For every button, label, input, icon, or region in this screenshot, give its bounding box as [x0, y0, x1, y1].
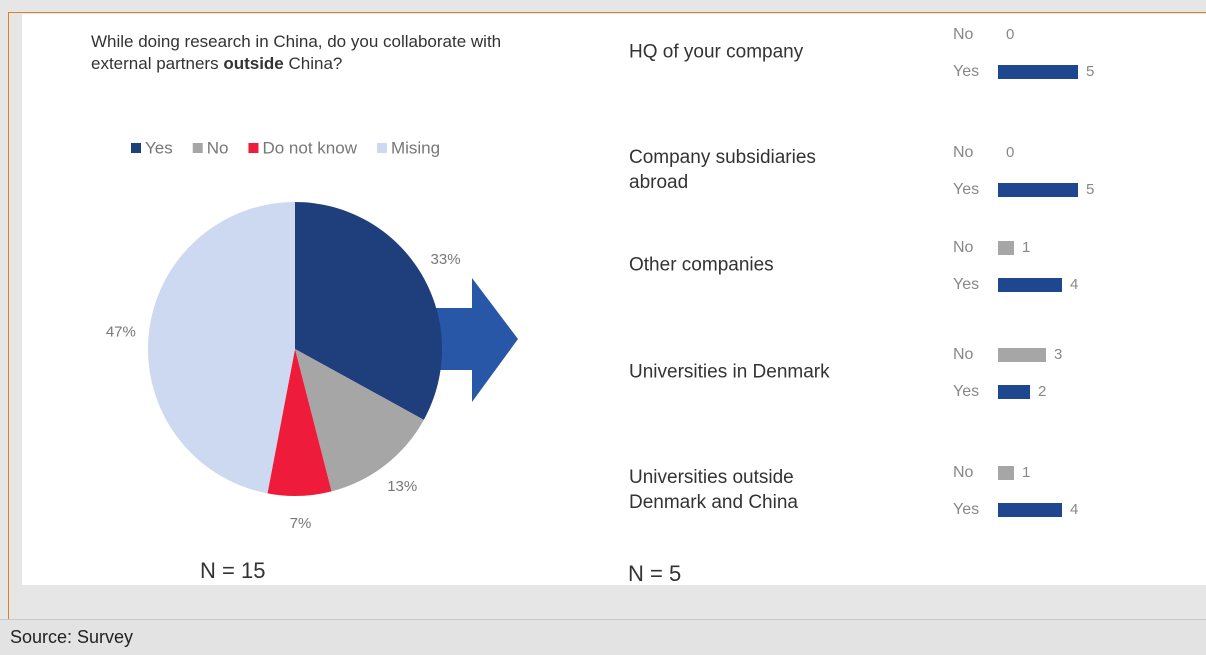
- group-label: HQ of your company: [629, 41, 804, 63]
- source: Source: Survey: [10, 627, 134, 647]
- series-label: No: [953, 464, 974, 481]
- series-label: No: [953, 144, 974, 161]
- legend-swatch: [131, 143, 141, 153]
- value-label: 4: [1070, 276, 1078, 293]
- footer: Source: Survey: [0, 619, 1206, 655]
- slice-label: 13%: [387, 478, 417, 495]
- series-label: No: [953, 346, 974, 363]
- legend-swatch: [192, 143, 203, 153]
- series-label: Yes: [953, 63, 979, 80]
- value-label: 0: [1006, 26, 1014, 43]
- series-label: Yes: [953, 501, 979, 518]
- frame: [8, 12, 1206, 619]
- legend-label: Mising: [391, 138, 440, 157]
- legend-label: No: [207, 138, 229, 157]
- legend-swatch: [376, 143, 387, 153]
- bar: [998, 348, 1046, 362]
- group-label: Universities in Denmark: [629, 361, 830, 383]
- pie-slice: [295, 349, 424, 492]
- note: N = 5: [628, 561, 681, 586]
- slice-label: 33%: [431, 251, 461, 268]
- bar: [998, 385, 1030, 399]
- bar: [998, 183, 1078, 197]
- group-label: Other companies: [629, 254, 774, 276]
- pie-slice: [147, 202, 295, 494]
- bar: [998, 466, 1014, 480]
- chart: Yes No Do not know Mising 33% 13% 7% 47% N = 15 N…: [106, 26, 1095, 586]
- pie-slice: [295, 202, 442, 420]
- value-label: 0: [1006, 144, 1014, 161]
- title-part: outside: [223, 54, 284, 73]
- group-label: Company subsidiaries abroad: [629, 147, 816, 193]
- value-label: 5: [1086, 63, 1094, 80]
- pie-slice: [267, 349, 332, 496]
- pie-title: While doing research in China, do you co…: [91, 31, 511, 75]
- value-label: 4: [1070, 501, 1078, 518]
- legend-label: Do not know: [262, 138, 357, 157]
- value-label: 1: [1022, 464, 1030, 481]
- series-label: No: [953, 239, 974, 256]
- group-label: Universities outside Denmark and China: [629, 467, 798, 513]
- value-label: 3: [1054, 346, 1062, 363]
- value-label: 2: [1038, 383, 1046, 400]
- bar: [998, 503, 1062, 517]
- slice-label: 7%: [290, 515, 312, 532]
- bar: [998, 278, 1062, 292]
- legend-swatch: [248, 143, 259, 153]
- series-label: Yes: [953, 276, 979, 293]
- note: N = 15: [200, 558, 265, 583]
- value-label: 5: [1086, 181, 1094, 198]
- bar: [998, 65, 1078, 79]
- value-label: 1: [1022, 239, 1030, 256]
- title-part: China?: [288, 54, 343, 73]
- series-label: Yes: [953, 181, 979, 198]
- title-part: While doing research in China, do you co…: [91, 32, 502, 73]
- legend-label: Yes: [145, 138, 173, 157]
- bar: [998, 241, 1014, 255]
- series-label: Yes: [953, 383, 979, 400]
- arrow: [428, 278, 518, 402]
- series-label: No: [953, 26, 974, 43]
- slice-label: 47%: [106, 324, 136, 341]
